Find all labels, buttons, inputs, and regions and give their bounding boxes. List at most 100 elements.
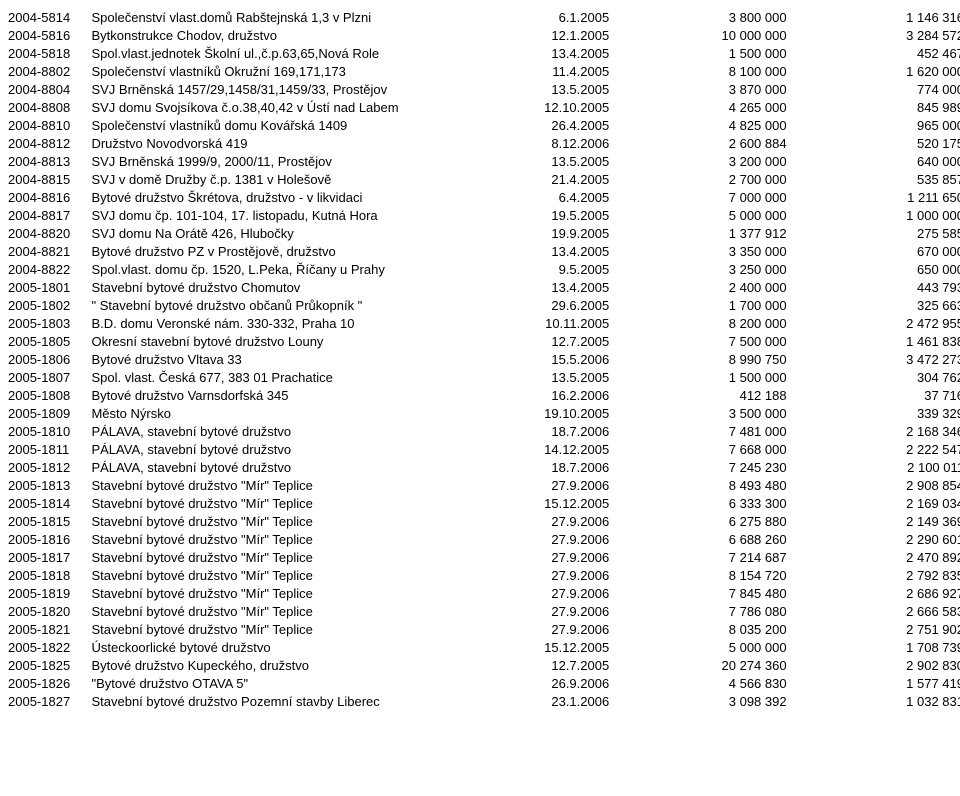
table-row: 2005-1825Bytové družstvo Kupeckého, druž… [6,656,960,674]
cell-name: PÁLAVA, stavební bytové družstvo [89,422,506,440]
cell-id: 2005-1812 [6,458,89,476]
cell-date: 10.11.2005 [507,314,611,332]
cell-amount-2: 670 000 [789,242,960,260]
cell-amount-2: 1 461 838 [789,332,960,350]
cell-name: PÁLAVA, stavební bytové družstvo [89,440,506,458]
cell-name: Stavební bytové družstvo Pozemní stavby … [89,692,506,710]
cell-date: 15.12.2005 [507,494,611,512]
cell-id: 2005-1818 [6,566,89,584]
cell-name: Stavební bytové družstvo "Mír" Teplice [89,584,506,602]
cell-date: 15.5.2006 [507,350,611,368]
cell-name: Ústeckoorlické bytové družstvo [89,638,506,656]
cell-amount-2: 2 222 547 [789,440,960,458]
table-row: 2004-8816Bytové družstvo Škrétova, družs… [6,188,960,206]
cell-amount-2: 1 146 316 [789,8,960,26]
cell-date: 14.12.2005 [507,440,611,458]
cell-id: 2005-1802 [6,296,89,314]
cell-name: Stavební bytové družstvo "Mír" Teplice [89,494,506,512]
cell-amount-2: 2 666 583 [789,602,960,620]
cell-id: 2005-1801 [6,278,89,296]
cell-name: Stavební bytové družstvo "Mír" Teplice [89,530,506,548]
cell-amount-2: 2 792 835 [789,566,960,584]
cell-name: Stavební bytové družstvo "Mír" Teplice [89,512,506,530]
cell-id: 2005-1806 [6,350,89,368]
table-row: 2004-5814Společenství vlast.domů Rabštej… [6,8,960,26]
cell-amount-1: 7 786 080 [611,602,788,620]
cell-amount-2: 2 168 346 [789,422,960,440]
table-row: 2005-1812PÁLAVA, stavební bytové družstv… [6,458,960,476]
table-row: 2005-1811PÁLAVA, stavební bytové družstv… [6,440,960,458]
cell-date: 13.4.2005 [507,242,611,260]
cell-name: Bytové družstvo PZ v Prostějově, družstv… [89,242,506,260]
table-row: 2005-1816Stavební bytové družstvo "Mír" … [6,530,960,548]
cell-date: 9.5.2005 [507,260,611,278]
cell-amount-2: 304 762 [789,368,960,386]
cell-date: 19.5.2005 [507,206,611,224]
cell-date: 13.5.2005 [507,80,611,98]
cell-date: 12.10.2005 [507,98,611,116]
cell-amount-2: 2 751 902 [789,620,960,638]
table-row: 2004-8808SVJ domu Svojsíkova č.o.38,40,4… [6,98,960,116]
cell-id: 2005-1814 [6,494,89,512]
cell-id: 2004-8815 [6,170,89,188]
cell-id: 2005-1825 [6,656,89,674]
cell-amount-1: 1 500 000 [611,44,788,62]
cell-amount-2: 2 290 601 [789,530,960,548]
cell-date: 13.5.2005 [507,368,611,386]
cell-name: Spol. vlast. Česká 677, 383 01 Prachatic… [89,368,506,386]
cell-amount-1: 3 200 000 [611,152,788,170]
data-table: 2004-5814Společenství vlast.domů Rabštej… [6,8,960,710]
table-row: 2005-1822Ústeckoorlické bytové družstvo1… [6,638,960,656]
table-row: 2005-1815Stavební bytové družstvo "Mír" … [6,512,960,530]
cell-id: 2005-1811 [6,440,89,458]
table-row: 2004-8802Společenství vlastníků Okružní … [6,62,960,80]
table-row: 2004-5816Bytkonstrukce Chodov, družstvo1… [6,26,960,44]
cell-date: 6.1.2005 [507,8,611,26]
cell-amount-2: 2 100 011 [789,458,960,476]
cell-amount-2: 520 175 [789,134,960,152]
cell-amount-1: 7 245 230 [611,458,788,476]
cell-date: 27.9.2006 [507,530,611,548]
cell-amount-1: 7 481 000 [611,422,788,440]
cell-date: 18.7.2006 [507,422,611,440]
cell-date: 27.9.2006 [507,602,611,620]
table-row: 2005-1813Stavební bytové družstvo "Mír" … [6,476,960,494]
cell-date: 27.9.2006 [507,512,611,530]
cell-id: 2004-8810 [6,116,89,134]
cell-id: 2004-8802 [6,62,89,80]
cell-date: 13.4.2005 [507,278,611,296]
cell-name: Stavební bytové družstvo Chomutov [89,278,506,296]
cell-amount-1: 6 275 880 [611,512,788,530]
cell-date: 11.4.2005 [507,62,611,80]
cell-id: 2005-1815 [6,512,89,530]
cell-name: Spol.vlast.jednotek Školní ul.,č.p.63,65… [89,44,506,62]
cell-amount-2: 2 169 034 [789,494,960,512]
table-row: 2004-8821Bytové družstvo PZ v Prostějově… [6,242,960,260]
table-row: 2004-8812Družstvo Novodvorská 4198.12.20… [6,134,960,152]
cell-amount-1: 1 377 912 [611,224,788,242]
cell-id: 2005-1803 [6,314,89,332]
cell-amount-1: 3 500 000 [611,404,788,422]
table-row: 2005-1818Stavební bytové družstvo "Mír" … [6,566,960,584]
cell-id: 2004-8821 [6,242,89,260]
cell-amount-2: 2 149 369 [789,512,960,530]
cell-amount-2: 650 000 [789,260,960,278]
cell-date: 27.9.2006 [507,566,611,584]
cell-amount-1: 2 700 000 [611,170,788,188]
cell-amount-2: 535 857 [789,170,960,188]
cell-name: Společenství vlastníků domu Kovářská 140… [89,116,506,134]
cell-amount-2: 2 470 892 [789,548,960,566]
cell-id: 2005-1819 [6,584,89,602]
table-row: 2005-1821Stavební bytové družstvo "Mír" … [6,620,960,638]
cell-date: 18.7.2006 [507,458,611,476]
cell-amount-1: 7 214 687 [611,548,788,566]
cell-amount-2: 339 329 [789,404,960,422]
table-row: 2004-8817SVJ domu čp. 101-104, 17. listo… [6,206,960,224]
cell-amount-1: 3 250 000 [611,260,788,278]
cell-amount-1: 3 098 392 [611,692,788,710]
cell-id: 2005-1808 [6,386,89,404]
table-row: 2005-1807Spol. vlast. Česká 677, 383 01 … [6,368,960,386]
table-row: 2005-1809Město Nýrsko19.10.20053 500 000… [6,404,960,422]
cell-id: 2004-5818 [6,44,89,62]
cell-date: 15.12.2005 [507,638,611,656]
